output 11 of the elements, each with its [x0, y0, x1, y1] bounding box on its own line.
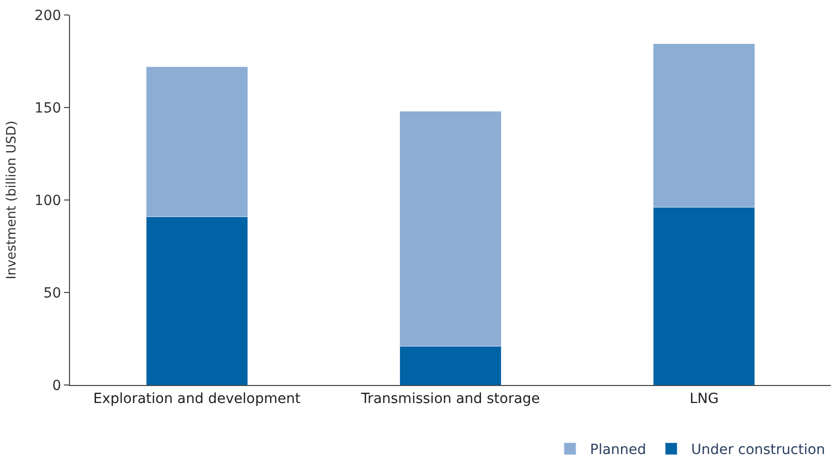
y-axis-title: Investment (billion USD) [4, 120, 20, 280]
x-tick-label: LNG [690, 390, 719, 407]
y-tick-label: 200 [34, 8, 62, 24]
y-tick-label: 150 [34, 100, 62, 116]
y-tick-label: 50 [43, 285, 62, 302]
y-tick-label: 100 [34, 192, 62, 209]
x-tick-label: Transmission and storage [360, 390, 540, 407]
y-tick-label: 0 [52, 378, 62, 394]
x-tick-label: Exploration and development [93, 390, 301, 407]
legend-label: Under construction [691, 442, 826, 458]
legend-label: Planned [590, 442, 646, 458]
